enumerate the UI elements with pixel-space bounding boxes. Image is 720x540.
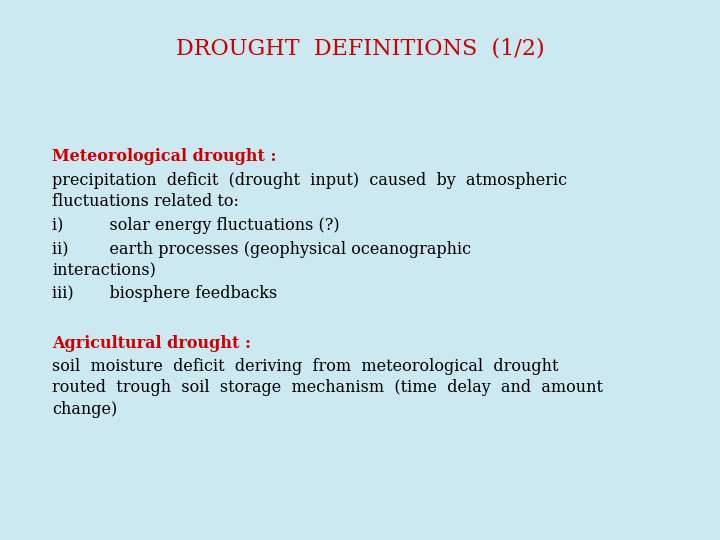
Text: soil  moisture  deficit  deriving  from  meteorological  drought: soil moisture deficit deriving from mete… <box>52 358 559 375</box>
Text: ii)        earth processes (geophysical oceanographic: ii) earth processes (geophysical oceanog… <box>52 241 471 258</box>
Text: change): change) <box>52 401 117 418</box>
Text: interactions): interactions) <box>52 262 156 279</box>
Text: fluctuations related to:: fluctuations related to: <box>52 193 239 210</box>
Text: i)         solar energy fluctuations (?): i) solar energy fluctuations (?) <box>52 217 340 234</box>
Text: Agricultural drought :: Agricultural drought : <box>52 335 251 352</box>
Text: routed  trough  soil  storage  mechanism  (time  delay  and  amount: routed trough soil storage mechanism (ti… <box>52 379 603 396</box>
Text: iii)       biosphere feedbacks: iii) biosphere feedbacks <box>52 285 277 302</box>
Text: Meteorological drought :: Meteorological drought : <box>52 148 276 165</box>
Text: precipitation  deficit  (drought  input)  caused  by  atmospheric: precipitation deficit (drought input) ca… <box>52 172 567 189</box>
Text: DROUGHT  DEFINITIONS  (1/2): DROUGHT DEFINITIONS (1/2) <box>176 38 544 60</box>
